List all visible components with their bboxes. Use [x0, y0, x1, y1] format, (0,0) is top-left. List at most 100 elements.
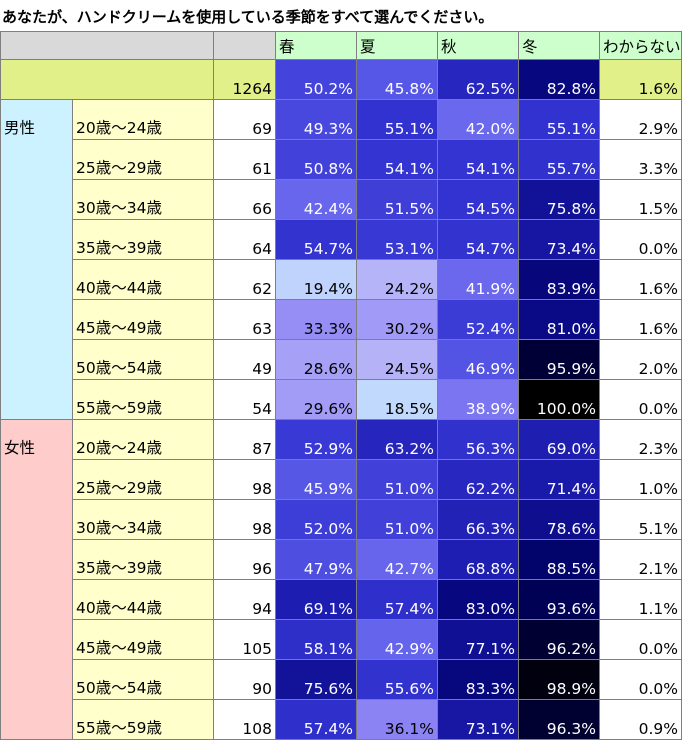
age-label: 40歳～44歳 [72, 259, 214, 300]
season-value-cell: 30.2% [356, 299, 438, 340]
season-value-cell: 41.9% [437, 259, 519, 300]
age-label: 50歳～54歳 [72, 339, 214, 380]
unknown-value-cell: 3.3% [599, 139, 682, 180]
season-value-cell: 83.3% [437, 659, 519, 700]
season-value-cell: 73.4% [518, 219, 600, 260]
season-value-cell: 52.9% [275, 419, 357, 460]
total-value-cell: 50.2% [275, 59, 357, 100]
season-value-cell: 42.0% [437, 99, 519, 140]
season-value-cell: 55.6% [356, 659, 438, 700]
season-value-cell: 98.9% [518, 659, 600, 700]
season-value-cell: 81.0% [518, 299, 600, 340]
table-row: 45歳～49歳 105 58.1% 42.9% 77.1% 96.2% 0.0% [1, 619, 682, 660]
age-label: 55歳～59歳 [72, 379, 214, 420]
table-row: 25歳～29歳 98 45.9% 51.0% 62.2% 71.4% 1.0% [1, 459, 682, 500]
season-value-cell: 42.4% [275, 179, 357, 220]
group-label: 男性 [0, 99, 73, 420]
season-value-cell: 66.3% [437, 499, 519, 540]
unknown-value-cell: 0.9% [599, 699, 682, 740]
unknown-value-cell: 1.6% [599, 299, 682, 340]
season-value-cell: 51.0% [356, 459, 438, 500]
column-header: 夏 [356, 31, 438, 60]
column-header: わからない [599, 31, 682, 60]
season-value-cell: 69.1% [275, 579, 357, 620]
season-value-cell: 42.9% [356, 619, 438, 660]
n-cell: 63 [213, 299, 276, 340]
season-value-cell: 38.9% [437, 379, 519, 420]
n-cell: 98 [213, 459, 276, 500]
age-label: 55歳～59歳 [72, 699, 214, 740]
table-row: 50歳～54歳 90 75.6% 55.6% 83.3% 98.9% 0.0% [1, 659, 682, 700]
table-row: 45歳～49歳 63 33.3% 30.2% 52.4% 81.0% 1.6% [1, 299, 682, 340]
season-value-cell: 58.1% [275, 619, 357, 660]
total-n-cell: 1264 [213, 59, 276, 100]
table-row: 40歳～44歳 94 69.1% 57.4% 83.0% 93.6% 1.1% [1, 579, 682, 620]
season-value-cell: 77.1% [437, 619, 519, 660]
age-label: 20歳～24歳 [72, 419, 214, 460]
n-cell: 90 [213, 659, 276, 700]
season-value-cell: 51.5% [356, 179, 438, 220]
season-value-cell: 100.0% [518, 379, 600, 420]
season-value-cell: 24.5% [356, 339, 438, 380]
total-value-cell: 45.8% [356, 59, 438, 100]
column-header: 春 [275, 31, 357, 60]
unknown-value-cell: 1.6% [599, 259, 682, 300]
table-row: 30歳～34歳 98 52.0% 51.0% 66.3% 78.6% 5.1% [1, 499, 682, 540]
unknown-value-cell: 0.0% [599, 379, 682, 420]
unknown-value-cell: 5.1% [599, 499, 682, 540]
season-value-cell: 45.9% [275, 459, 357, 500]
n-cell: 49 [213, 339, 276, 380]
unknown-value-cell: 0.0% [599, 619, 682, 660]
season-value-cell: 19.4% [275, 259, 357, 300]
n-cell: 69 [213, 99, 276, 140]
total-value-cell: 62.5% [437, 59, 519, 100]
age-label: 35歳～39歳 [72, 539, 214, 580]
n-cell: 105 [213, 619, 276, 660]
n-cell: 87 [213, 419, 276, 460]
table-row: 40歳～44歳 62 19.4% 24.2% 41.9% 83.9% 1.6% [1, 259, 682, 300]
n-cell: 62 [213, 259, 276, 300]
table-row: 55歳～59歳 54 29.6% 18.5% 38.9% 100.0% 0.0% [1, 379, 682, 420]
season-value-cell: 54.1% [356, 139, 438, 180]
season-value-cell: 29.6% [275, 379, 357, 420]
season-value-cell: 24.2% [356, 259, 438, 300]
unknown-value-cell: 0.0% [599, 219, 682, 260]
season-value-cell: 52.0% [275, 499, 357, 540]
season-value-cell: 55.7% [518, 139, 600, 180]
chart-title: あなたが、ハンドクリームを使用している季節をすべて選んでください。 [2, 8, 494, 26]
n-cell: 54 [213, 379, 276, 420]
n-cell: 64 [213, 219, 276, 260]
unknown-value-cell: 1.0% [599, 459, 682, 500]
season-value-cell: 18.5% [356, 379, 438, 420]
total-value-cell: 1.6% [599, 59, 682, 100]
n-cell: 61 [213, 139, 276, 180]
column-header: 冬 [518, 31, 600, 60]
season-value-cell: 53.1% [356, 219, 438, 260]
season-value-cell: 33.3% [275, 299, 357, 340]
age-label: 30歳～34歳 [72, 179, 214, 220]
season-value-cell: 57.4% [356, 579, 438, 620]
unknown-value-cell: 1.1% [599, 579, 682, 620]
season-value-cell: 68.8% [437, 539, 519, 580]
season-value-cell: 54.1% [437, 139, 519, 180]
season-value-cell: 55.1% [356, 99, 438, 140]
header-row: 春夏秋冬わからない [0, 31, 682, 60]
season-value-cell: 54.7% [275, 219, 357, 260]
season-value-cell: 54.5% [437, 179, 519, 220]
season-value-cell: 83.0% [437, 579, 519, 620]
season-value-cell: 75.8% [518, 179, 600, 220]
age-label: 25歳～29歳 [72, 139, 214, 180]
season-value-cell: 56.3% [437, 419, 519, 460]
season-value-cell: 96.3% [518, 699, 600, 740]
header-n-cell [213, 31, 276, 60]
season-value-cell: 47.9% [275, 539, 357, 580]
unknown-value-cell: 2.0% [599, 339, 682, 380]
season-value-cell: 71.4% [518, 459, 600, 500]
table-row: 50歳～54歳 49 28.6% 24.5% 46.9% 95.9% 2.0% [1, 339, 682, 380]
season-value-cell: 55.1% [518, 99, 600, 140]
age-label: 45歳～49歳 [72, 299, 214, 340]
n-cell: 96 [213, 539, 276, 580]
season-value-cell: 46.9% [437, 339, 519, 380]
table-row: 25歳～29歳 61 50.8% 54.1% 54.1% 55.7% 3.3% [1, 139, 682, 180]
age-label: 40歳～44歳 [72, 579, 214, 620]
